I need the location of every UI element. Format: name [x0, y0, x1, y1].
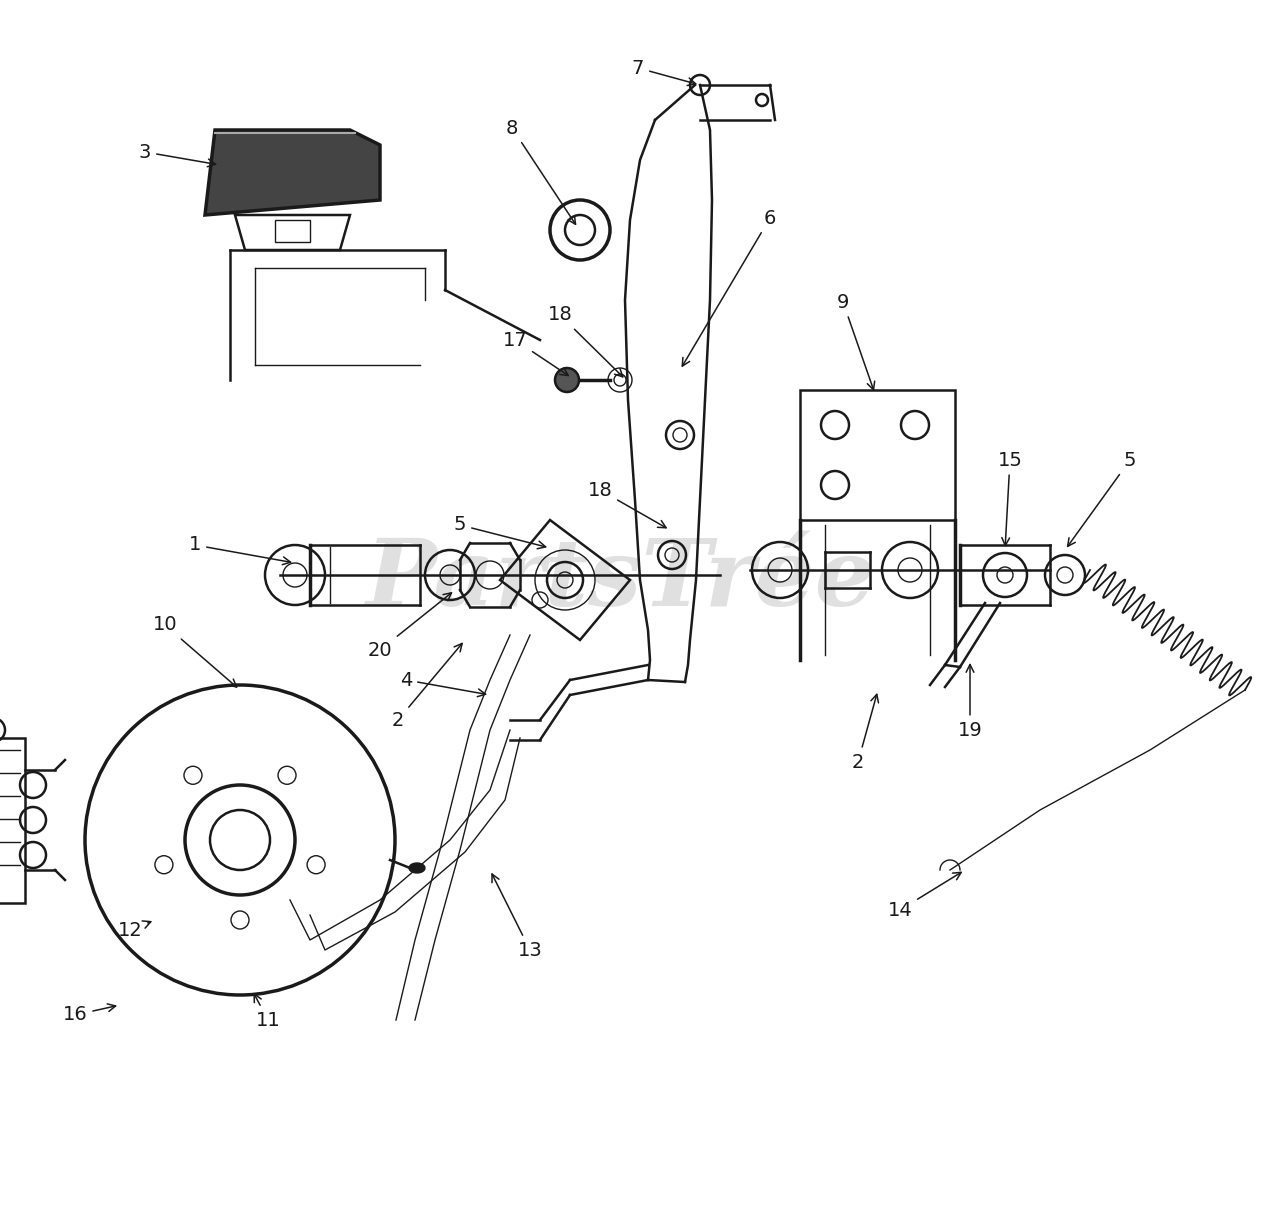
Text: 11: 11 [255, 994, 280, 1029]
Text: 8: 8 [506, 119, 576, 224]
Bar [0, 738, 26, 903]
Text: 16: 16 [63, 1004, 115, 1024]
Text: 5: 5 [1068, 451, 1137, 547]
Polygon shape [410, 863, 425, 873]
Text: 3: 3 [138, 143, 215, 167]
Text: 2: 2 [392, 644, 462, 730]
Circle shape [556, 368, 579, 391]
Text: 5: 5 [453, 515, 545, 549]
Text: PartsTrée: PartsTrée [365, 534, 876, 625]
Text: 1: 1 [189, 536, 291, 565]
Polygon shape [205, 130, 380, 215]
Text: 13: 13 [492, 874, 543, 960]
Text: 14: 14 [887, 873, 961, 920]
Text: 19: 19 [957, 664, 982, 739]
Text: 18: 18 [548, 305, 623, 377]
Text: 9: 9 [837, 292, 874, 390]
Bar [275, 221, 310, 242]
Text: 20: 20 [367, 593, 452, 659]
Text: 12: 12 [118, 920, 151, 939]
Text: 6: 6 [682, 208, 776, 366]
Text: 4: 4 [399, 670, 485, 697]
Text: 10: 10 [152, 616, 237, 687]
Text: 15: 15 [997, 451, 1023, 545]
Text: 7: 7 [632, 58, 695, 86]
Text: 17: 17 [503, 331, 568, 376]
Bar [800, 390, 955, 520]
Text: 18: 18 [588, 480, 666, 527]
Text: 2: 2 [851, 694, 878, 772]
